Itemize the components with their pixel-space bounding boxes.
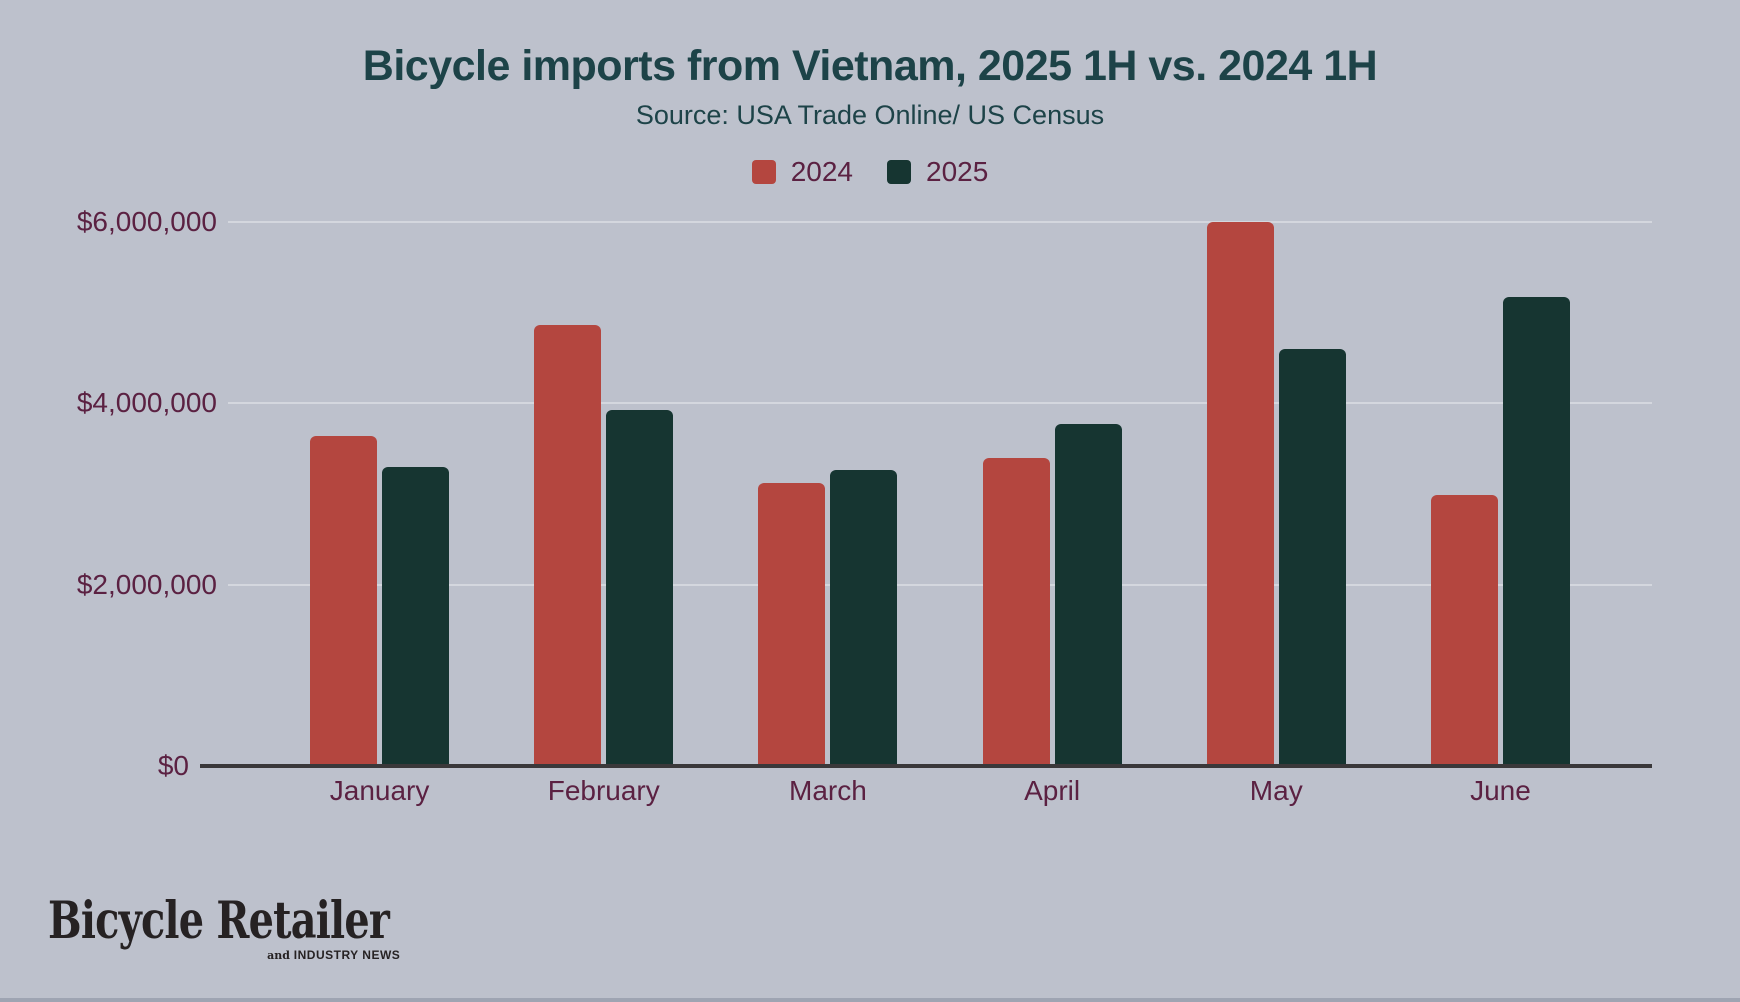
brand-logo: Bicycle Retailer and INDUSTRY NEWS (48, 891, 485, 963)
bar-2024-april (982, 458, 1050, 766)
bar-2024-march (758, 483, 826, 766)
bar-2024-january (310, 436, 378, 766)
x-axis-label-june: June (1470, 775, 1531, 806)
bar-2025-may (1278, 349, 1346, 766)
brand-logo-tagline: and INDUSTRY NEWS (267, 946, 400, 964)
brand-logo-tagline-caps: INDUSTRY NEWS (293, 948, 401, 962)
bar-2025-february (606, 410, 674, 766)
x-axis-label-april: April (1024, 775, 1081, 806)
bar-2024-february (534, 325, 602, 766)
brand-logo-tagline-prefix: and (267, 949, 294, 962)
x-axis-label-may: May (1249, 775, 1303, 806)
y-axis-tick-label: $4,000,000 (76, 387, 217, 419)
x-axis-label-january: January (329, 775, 430, 806)
gridline-4000000 (228, 402, 1652, 405)
x-axis-line (200, 764, 1652, 768)
bar-2025-june (1502, 297, 1570, 766)
chart-source-subtitle: Source: USA Trade Online/ US Census (635, 100, 1105, 130)
chart-legend: 2024 2025 (0, 156, 1740, 188)
brand-logo-text: Bicycle Retailer (48, 891, 390, 951)
bar-2024-may (1206, 222, 1274, 766)
x-axis-label-march: March (789, 775, 867, 806)
legend-item-2025: 2025 (887, 156, 988, 188)
bar-2025-january (382, 467, 450, 766)
legend-label-2024: 2024 (790, 156, 853, 187)
legend-swatch-2025 (887, 160, 911, 184)
bottom-edge-strip (0, 998, 1740, 1002)
legend-label-2025: 2025 (926, 156, 989, 187)
y-axis-tick-label: $0 (157, 750, 189, 781)
chart-title: Bicycle imports from Vietnam, 2025 1H vs… (362, 42, 1378, 90)
gridline-2000000 (228, 583, 1652, 586)
legend-item-2024: 2024 (751, 156, 853, 188)
bar-2024-june (1430, 495, 1498, 766)
bar-2025-april (1054, 424, 1122, 766)
y-axis-tick-label: $2,000,000 (76, 568, 217, 600)
legend-swatch-2024 (751, 160, 776, 184)
gridline-6000000 (228, 221, 1652, 224)
bar-2025-march (830, 470, 898, 766)
y-axis-tick-label: $6,000,000 (76, 206, 217, 238)
x-axis-label-february: February (547, 775, 660, 806)
